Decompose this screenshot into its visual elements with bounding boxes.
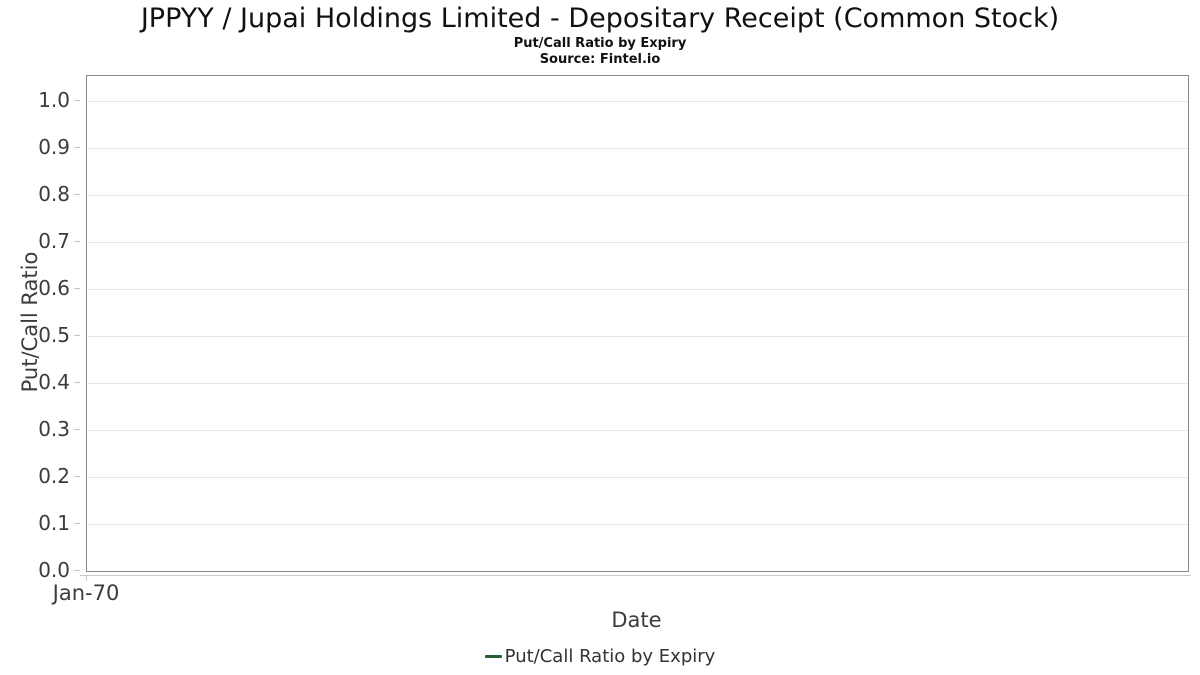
legend-line-icon (484, 655, 502, 658)
gridline (87, 241, 1188, 243)
gridline (87, 288, 1188, 290)
y-axis-tick-mark (74, 146, 80, 148)
legend-item-putcall-ratio[interactable]: Put/Call Ratio by Expiry (484, 646, 716, 667)
y-axis-tick-label: 0.4 (38, 369, 70, 394)
gridline (87, 100, 1188, 102)
gridline (87, 382, 1188, 384)
gridline (87, 335, 1188, 337)
legend-label: Put/Call Ratio by Expiry (504, 646, 716, 667)
gridline (87, 194, 1188, 196)
y-axis-tick-mark (74, 570, 80, 571)
y-axis-tick-label: 0.0 (38, 558, 70, 582)
y-axis-tick-mark (74, 475, 80, 477)
y-axis-tick-mark (74, 428, 80, 430)
gridline (87, 429, 1188, 431)
gridline (87, 147, 1188, 149)
y-axis-tick-label: 0.9 (38, 134, 70, 159)
y-axis-ticks: 0.0 0.1 0.2 0.3 0.4 0.5 0.6 0.7 0.8 0.9 1.0 (0, 75, 80, 580)
x-axis-line (80, 575, 1191, 576)
legend: Put/Call Ratio by Expiry (0, 646, 1200, 667)
y-axis-tick-mark (74, 193, 80, 195)
chart-subtitle: Put/Call Ratio by Expiry (513, 36, 687, 51)
y-axis-tick-mark (74, 287, 80, 289)
y-axis-tick-mark (74, 522, 80, 524)
gridline (87, 523, 1188, 525)
gridline (87, 476, 1188, 478)
y-axis-tick-label: 0.1 (38, 510, 70, 535)
y-axis-tick-mark (74, 381, 80, 383)
y-axis-tick-label: 0.8 (38, 181, 70, 206)
y-axis-tick-label: 0.6 (38, 275, 70, 300)
y-axis-tick-mark (74, 334, 80, 336)
y-axis-tick-label: 1.0 (38, 87, 70, 112)
chart-source: Source: Fintel.io (539, 52, 661, 67)
x-axis-tick-mark (86, 575, 87, 581)
y-axis-tick-mark (74, 240, 80, 242)
y-axis-tick-label: 0.7 (38, 228, 70, 253)
plot-area (86, 75, 1189, 572)
x-axis-title: Date (611, 608, 662, 632)
x-axis-tick-label: Jan-70 (52, 581, 120, 605)
chart-title: JPPYY / Jupai Holdings Limited - Deposit… (140, 3, 1060, 34)
y-axis-tick-label: 0.2 (38, 463, 70, 488)
y-axis-tick-mark (74, 99, 80, 101)
y-axis-tick-label: 0.5 (38, 322, 70, 347)
y-axis-tick-label: 0.3 (38, 416, 70, 441)
